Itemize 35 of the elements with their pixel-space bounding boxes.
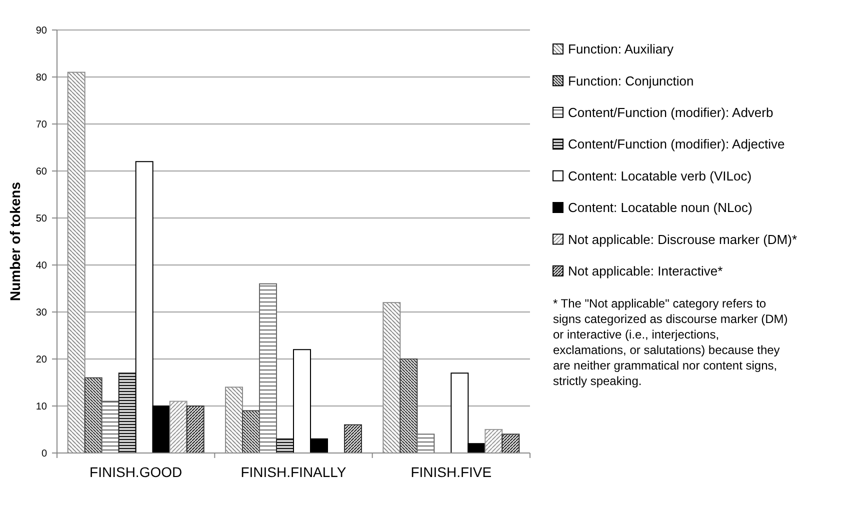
- y-tick-label: 90: [36, 26, 48, 36]
- y-tick-label: 30: [36, 308, 48, 318]
- bar: [242, 410, 260, 454]
- y-tick-label: 0: [41, 448, 48, 460]
- bar: [416, 434, 435, 454]
- bar: [84, 377, 102, 454]
- x-tick-label: FINISH.GOOD: [90, 464, 182, 480]
- bar: [484, 429, 503, 454]
- y-tick-label: 70: [36, 120, 48, 130]
- bar: [259, 283, 277, 454]
- y-tick-label: 80: [36, 72, 48, 84]
- bar: [101, 400, 120, 454]
- bar: [502, 434, 520, 454]
- x-tick-label: FINISH.FINALLY: [240, 464, 347, 480]
- legend-label: Not applicable: Discrouse marker (DM)*: [568, 232, 798, 247]
- legend-label: Content: Locatable noun (NLoc): [568, 200, 752, 216]
- bar: [118, 372, 136, 454]
- legend-label: Function: Conjunction: [568, 73, 694, 88]
- legend-label: Content: Locatable verb (VILoc): [568, 168, 752, 184]
- legend-label: Content/Function (modifier): Adjective: [568, 136, 785, 152]
- legend-label: Content/Function (modifier): Adverb: [568, 104, 774, 120]
- y-tick-label: 50: [36, 214, 48, 224]
- text: * The "Not applicable" category refers to signs categorized as discourse marker (DM) or interactive (i.e., interjections, exclamations, or salutations) because they are neither grammatical nor content signs, strictly speaking.: [553, 296, 788, 388]
- y-tick-label: 10: [36, 402, 48, 412]
- y-axis-title: Number of tokens: [7, 182, 23, 302]
- legend-label: Not applicable: Interactive*: [568, 263, 723, 278]
- y-tick-label: 20: [36, 354, 48, 366]
- bar: [186, 406, 204, 454]
- bar: [344, 424, 362, 454]
- bar: [400, 358, 418, 454]
- legend-label: Function: Auxiliary: [568, 42, 674, 57]
- x-tick-label: FINISH.FIVE: [410, 464, 492, 480]
- y-tick-label: 60: [36, 166, 48, 178]
- y-tick-label: 40: [36, 260, 48, 272]
- bar: [169, 400, 188, 454]
